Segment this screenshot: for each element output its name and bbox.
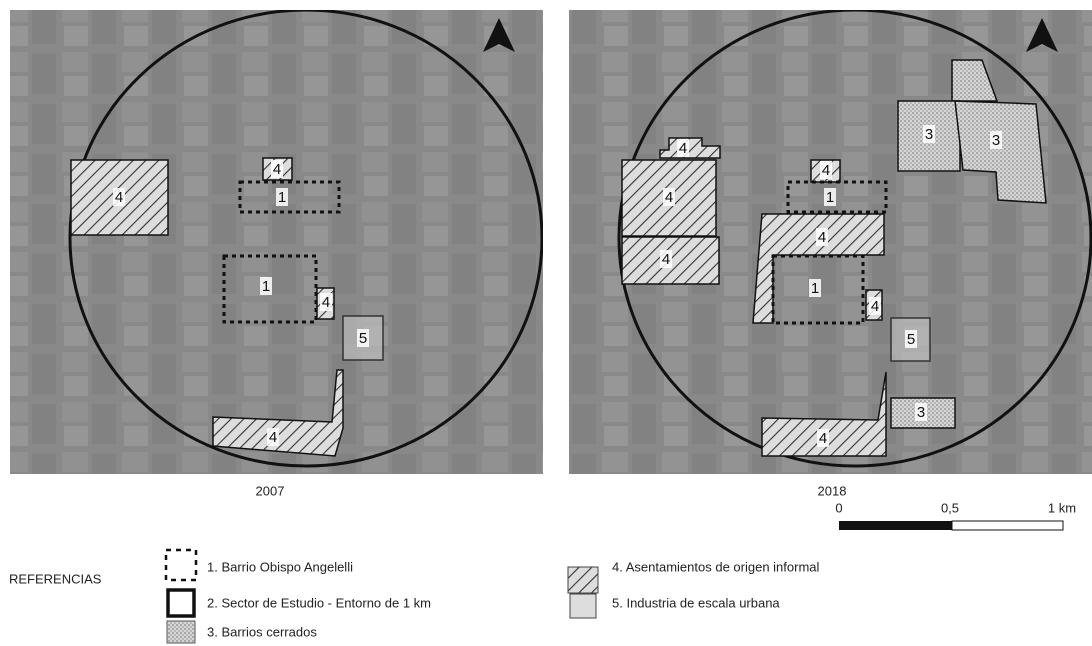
zone-label-bg [663,188,675,206]
zone-label: 5 [907,331,915,348]
zone [222,254,318,324]
zone-label: 4 [269,429,277,446]
zone-label: 1 [811,280,819,297]
legend-swatch [164,548,198,582]
zone-label-bg [915,403,927,421]
zone-label: 4 [273,161,281,178]
zone-label-bg [923,125,935,143]
map-caption: 2007 [256,483,285,498]
zone-label: 4 [822,162,830,179]
zone-label-bg [320,293,332,311]
zone-label-bg [816,228,828,246]
legend-swatch [569,593,597,619]
zone-label-bg [357,329,369,347]
scale-bar [951,520,1064,531]
zone-label: 5 [359,330,367,347]
legend-item: 5. Industria de escala urbana [612,595,780,610]
legend-title: REFERENCIAS [9,571,102,586]
zone-label-bg [271,160,283,178]
scale-label: 0 [835,500,842,515]
zone-label: 1 [262,278,270,295]
zone-label: 3 [992,132,1000,149]
scale-bar [839,521,952,530]
zone [954,100,1047,204]
zone-label-bg [869,297,881,315]
zone-label-bg [824,188,836,206]
zone-label: 4 [665,189,673,206]
zone-label-bg [820,161,832,179]
legend-item: 1. Barrio Obispo Angelelli [207,559,353,574]
map-caption: 2018 [818,483,847,498]
zone [212,369,344,457]
zone-label: 4 [115,189,123,206]
zone-label: 1 [826,189,834,206]
zone-label: 3 [917,404,925,421]
zone-label: 4 [679,140,687,157]
zone-label: 4 [819,430,827,447]
zone-label-bg [809,279,821,297]
legend-swatch [567,566,599,594]
zone-label-bg [677,139,689,157]
zone [951,59,999,102]
zone-label-bg [905,330,917,348]
scale-label: 1 km [1048,500,1076,515]
zone [771,254,865,325]
zones: 4 4 1 1 4 5 4 4 4 4 4 1 4 1 4 5 3 3 3 4 [70,59,1047,457]
zone [659,137,721,159]
zone [761,371,887,457]
legend-item: 4. Asentamientos de origen informal [612,559,820,574]
zone-label-bg [260,277,272,295]
zone [786,180,888,214]
zone-label-bg [267,428,279,446]
zone-label: 4 [322,294,330,311]
legend-item: 2. Sector de Estudio - Entorno de 1 km [207,595,431,610]
legend-swatch [166,620,196,644]
zone-label: 4 [662,251,670,268]
zone-label: 3 [925,126,933,143]
zone-label: 4 [871,298,879,315]
zone-label-bg [817,429,829,447]
zone-label-bg [660,250,672,268]
zone-label-bg [113,188,125,206]
map-2007 [10,10,543,474]
zone-label-bg [990,131,1002,149]
zone-label: 1 [278,189,286,206]
zone [238,180,341,214]
scale-label: 0,5 [941,500,959,515]
zone-label: 4 [818,229,826,246]
legend-item: 3. Barrios cerrados [207,624,317,639]
legend-swatch [166,588,196,618]
zone-label-bg [276,188,288,206]
